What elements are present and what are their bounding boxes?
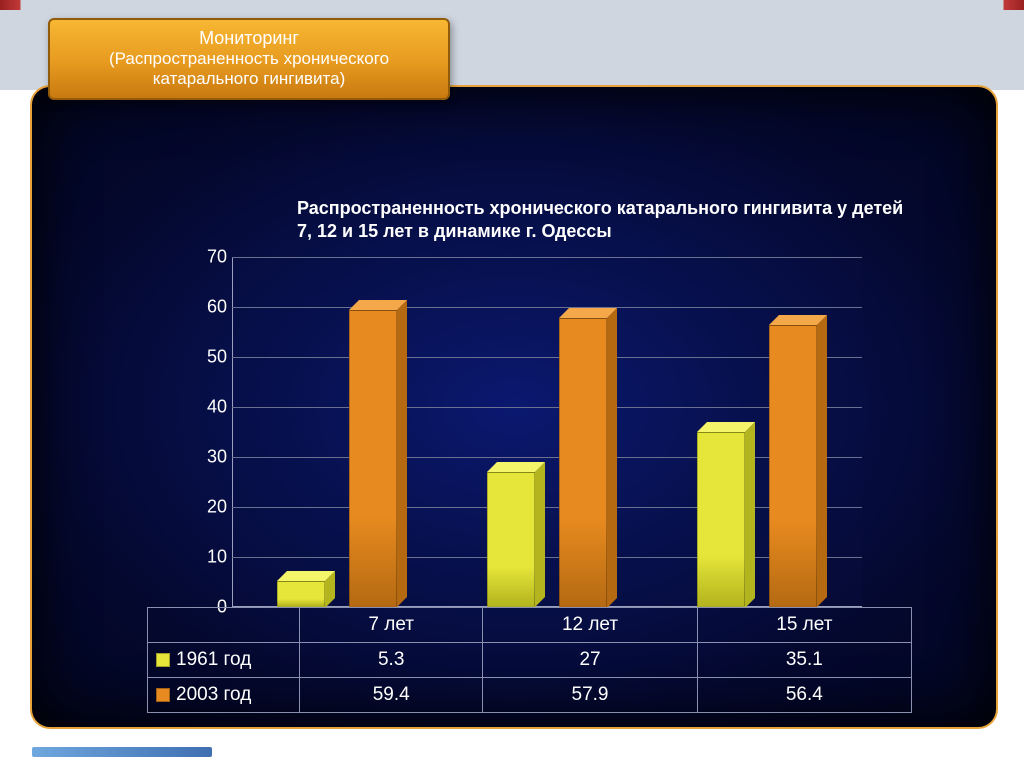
bar-group — [652, 257, 862, 607]
top-red-band — [0, 0, 1024, 10]
table-row-header: 1961 год — [148, 643, 300, 678]
bar-group — [442, 257, 652, 607]
table-col-header: 7 лет — [300, 608, 483, 643]
table-row: 2003 год 59.457.956.4 — [148, 678, 912, 713]
data-table: 7 лет 12 лет 15 лет 1961 год5.32735.1200… — [147, 607, 912, 713]
bar-group — [232, 257, 442, 607]
bar — [769, 325, 817, 607]
table-row-header: 2003 год — [148, 678, 300, 713]
bar — [697, 432, 745, 608]
table-cell: 5.3 — [300, 643, 483, 678]
chart-plot — [232, 257, 862, 607]
legend-swatch — [156, 688, 170, 702]
y-tick-label: 10 — [182, 547, 227, 568]
y-tick-label: 20 — [182, 497, 227, 518]
bar — [277, 581, 325, 608]
y-tick-label: 30 — [182, 447, 227, 468]
legend-label: 1961 год — [176, 649, 251, 670]
y-tick-label: 60 — [182, 297, 227, 318]
slide: Мониторинг (Распространенность хроническ… — [0, 0, 1024, 767]
table-header-row: 7 лет 12 лет 15 лет — [148, 608, 912, 643]
chart-area: 010203040506070 — [182, 257, 862, 607]
main-panel: Распространенность хронического катараль… — [30, 85, 998, 729]
table-cell: 35.1 — [697, 643, 911, 678]
bottom-accent — [32, 747, 212, 757]
legend-swatch — [156, 653, 170, 667]
table-row: 1961 год 5.32735.1 — [148, 643, 912, 678]
y-tick-label: 70 — [182, 247, 227, 268]
table-cell: 57.9 — [483, 678, 697, 713]
bar — [487, 472, 535, 607]
table-col-header: 15 лет — [697, 608, 911, 643]
table-cell: 27 — [483, 643, 697, 678]
table-corner-cell — [148, 608, 300, 643]
y-tick-label: 40 — [182, 397, 227, 418]
table-col-header: 12 лет — [483, 608, 697, 643]
table-cell: 56.4 — [697, 678, 911, 713]
header-title-line2: (Распространенность хронического катарал… — [64, 49, 434, 88]
header-title-box: Мониторинг (Распространенность хроническ… — [48, 18, 450, 100]
y-tick-label: 50 — [182, 347, 227, 368]
bar — [559, 318, 607, 608]
chart-title: Распространенность хронического катараль… — [297, 197, 917, 242]
header-title-line1: Мониторинг — [64, 28, 434, 49]
bar — [349, 310, 397, 607]
legend-label: 2003 год — [176, 684, 251, 705]
table-cell: 59.4 — [300, 678, 483, 713]
